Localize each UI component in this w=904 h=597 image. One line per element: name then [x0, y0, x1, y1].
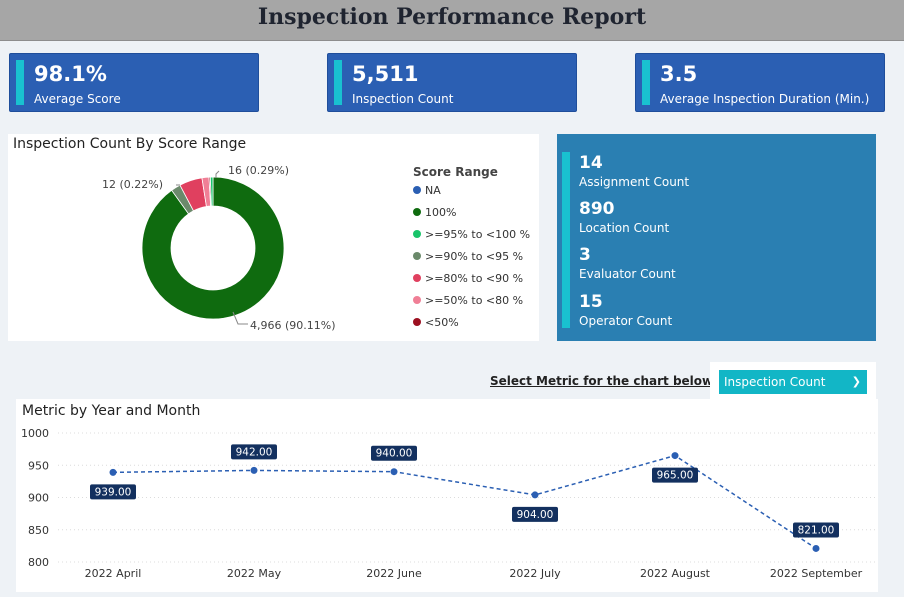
- data-point[interactable]: [671, 452, 679, 460]
- data-label-box: [512, 506, 558, 522]
- leader-line-top-right: [215, 170, 220, 178]
- data-point[interactable]: [531, 491, 539, 499]
- donut-slice-95-100[interactable]: [209, 176, 214, 207]
- kpi-accent-bar: [334, 60, 342, 105]
- legend-item-below-50[interactable]: <50%: [413, 316, 459, 329]
- data-label-box: [231, 444, 277, 460]
- legend-title: Score Range: [413, 165, 498, 179]
- donut-label-top-right: 16 (0.29%): [228, 164, 290, 177]
- data-label: 939.00: [95, 486, 132, 498]
- donut-panel: Inspection Count By Score Range 16 (0.29…: [8, 134, 539, 341]
- kpi-accent-bar: [642, 60, 650, 105]
- kpi-card-average-duration: 3.5 Average Inspection Duration (Min.): [635, 53, 885, 112]
- legend-label: <50%: [425, 316, 459, 329]
- report-header: Inspection Performance Report: [0, 0, 904, 41]
- stat-value-assignment: 14: [579, 153, 603, 173]
- data-label: 940.00: [376, 448, 413, 460]
- legend-item-100[interactable]: 100%: [413, 206, 456, 219]
- stat-value-operator: 15: [579, 292, 603, 312]
- legend-label: >=80% to <90 %: [425, 272, 524, 285]
- data-point[interactable]: [390, 468, 398, 476]
- legend-label: >=95% to <100 %: [425, 228, 531, 241]
- legend-item-80-90[interactable]: >=80% to <90 %: [413, 272, 523, 285]
- x-tick-label: 2022 June: [366, 567, 422, 580]
- data-label-box: [371, 445, 417, 461]
- stats-card: 14 Assignment Count 890 Location Count 3…: [557, 134, 876, 341]
- legend-dot-icon: [413, 252, 421, 260]
- legend-dot-icon: [413, 318, 421, 326]
- line-chart: Metric by Year and Month 800 850 900 950 100…: [21, 403, 876, 580]
- data-point[interactable]: [812, 544, 820, 552]
- stat-label-location: Location Count: [579, 221, 670, 235]
- legend-item-50-80[interactable]: >=50% to <80 %: [413, 294, 523, 307]
- kpi-card-average-score: 98.1% Average Score: [9, 53, 259, 112]
- legend-dot-icon: [413, 274, 421, 282]
- data-label: 942.00: [236, 446, 273, 458]
- leader-line-bottom: [232, 311, 248, 325]
- chevron-down-icon: ❯: [851, 375, 861, 388]
- chart-title: Metric by Year and Month: [22, 403, 200, 419]
- x-tick-label: 2022 May: [227, 567, 282, 580]
- y-tick-label: 950: [28, 459, 49, 472]
- y-tick-label: 800: [28, 556, 49, 569]
- kpi-label: Average Inspection Duration (Min.): [660, 92, 870, 106]
- metric-dropdown-value: Inspection Count: [724, 375, 826, 389]
- x-tick-label: 2022 July: [509, 567, 561, 580]
- data-label: 904.00: [517, 509, 554, 521]
- legend-item-95-100[interactable]: >=95% to <100 %: [413, 228, 530, 241]
- legend-label: 100%: [425, 206, 457, 219]
- legend-dot-icon: [413, 230, 421, 238]
- stats-accent-bar: [562, 152, 570, 328]
- donut-label-top-left: 12 (0.22%): [102, 178, 164, 191]
- stat-value-location: 890: [579, 199, 615, 219]
- legend-label: >=50% to <80 %: [425, 294, 524, 307]
- kpi-value: 5,511: [352, 62, 419, 86]
- donut-title: Inspection Count By Score Range: [13, 136, 247, 152]
- y-tick-label: 850: [28, 524, 49, 537]
- data-label-box: [90, 484, 136, 500]
- stat-label-evaluator: Evaluator Count: [579, 267, 676, 281]
- kpi-label: Inspection Count: [352, 92, 454, 106]
- page-title: Inspection Performance Report: [257, 4, 647, 30]
- line-chart-panel: Metric by Year and Month 800 850 900 950 100…: [16, 399, 878, 592]
- y-tick-label: 900: [28, 492, 49, 505]
- y-tick-label: 1000: [21, 427, 49, 440]
- x-tick-label: 2022 September: [770, 567, 863, 580]
- kpi-card-inspection-count: 5,511 Inspection Count: [327, 53, 577, 112]
- data-label-box: [793, 522, 839, 538]
- metric-selector-label: Select Metric for the chart below :: [490, 374, 723, 388]
- data-label-box: [652, 467, 698, 483]
- data-label: 965.00: [657, 470, 694, 482]
- data-point[interactable]: [250, 466, 258, 474]
- donut-chart: [141, 170, 285, 325]
- x-tick-label: 2022 August: [640, 567, 711, 580]
- legend-item-na[interactable]: NA: [413, 184, 441, 197]
- stat-label-assignment: Assignment Count: [579, 175, 690, 189]
- data-label: 821.00: [798, 524, 835, 536]
- legend-dot-icon: [413, 186, 421, 194]
- data-point[interactable]: [109, 468, 117, 476]
- kpi-value: 3.5: [660, 62, 698, 86]
- kpi-value: 98.1%: [34, 62, 107, 86]
- series-line: [112, 454, 817, 550]
- stat-value-evaluator: 3: [579, 245, 591, 265]
- legend-dot-icon: [413, 208, 421, 216]
- legend-item-90-95[interactable]: >=90% to <95 %: [413, 250, 523, 263]
- legend-label: >=90% to <95 %: [425, 250, 524, 263]
- x-tick-label: 2022 April: [85, 567, 142, 580]
- kpi-accent-bar: [16, 60, 24, 105]
- legend-label: NA: [425, 184, 441, 197]
- legend-dot-icon: [413, 296, 421, 304]
- metric-dropdown[interactable]: Inspection Count ❯: [719, 370, 867, 394]
- donut-slice-100[interactable]: [141, 176, 285, 320]
- stat-label-operator: Operator Count: [579, 314, 673, 328]
- kpi-label: Average Score: [34, 92, 121, 106]
- donut-label-bottom: 4,966 (90.11%): [250, 319, 336, 332]
